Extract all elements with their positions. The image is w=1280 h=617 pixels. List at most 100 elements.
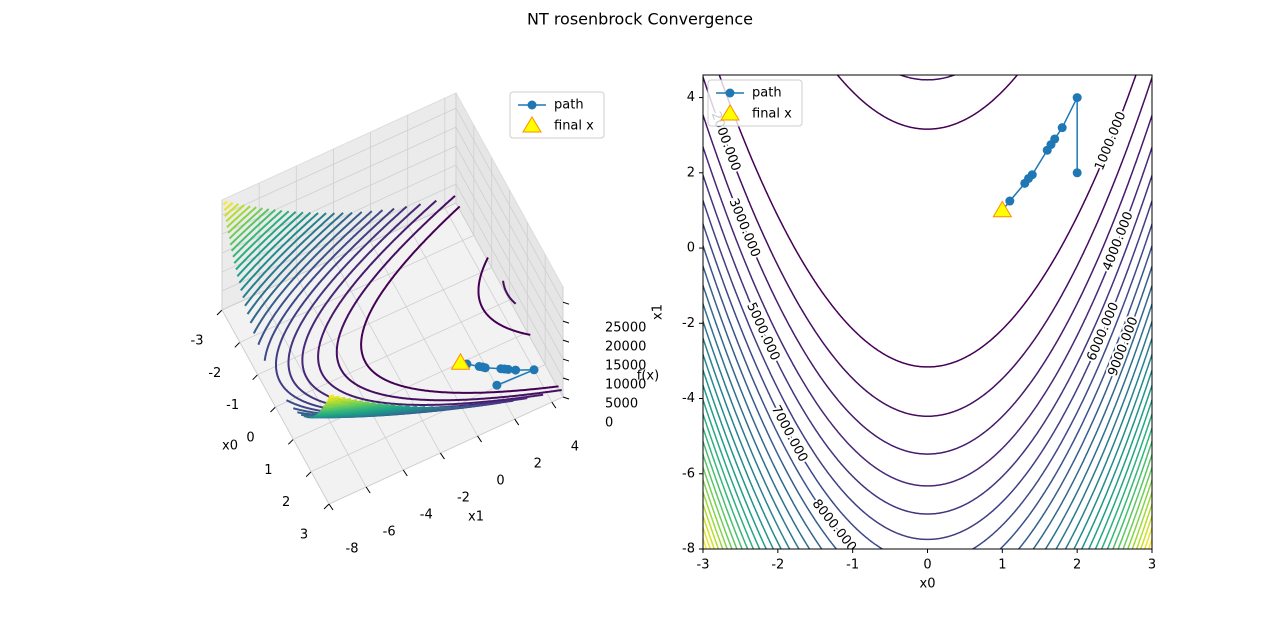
level-curve: [224, 203, 346, 402]
x-tick: [234, 341, 241, 348]
level-curve: [233, 210, 396, 415]
grid-line: [221, 164, 457, 273]
x-tick-label: 3: [1148, 558, 1156, 573]
level-curve: [235, 211, 403, 417]
z-tick: [562, 339, 570, 343]
contour-line: [703, 337, 1152, 549]
grid-line: [455, 183, 564, 379]
y-tick: [440, 452, 445, 460]
x-tick-label: 0: [923, 558, 931, 573]
contour-line: [703, 146, 1152, 487]
legend-marker: [522, 116, 542, 133]
y-tick: [365, 486, 371, 494]
z-tick: [562, 301, 570, 305]
contour-line: [703, 76, 1152, 417]
y-axis-label: x1: [468, 510, 484, 525]
grid-line: [221, 145, 457, 254]
level-curve: [226, 205, 358, 406]
contour-line: [703, 441, 1152, 549]
y-tick-label: 2: [687, 165, 695, 180]
contour-line: [703, 200, 1152, 541]
grid-line: [455, 164, 564, 360]
y-tick-label: -6: [682, 466, 695, 481]
z-tick: [562, 320, 570, 324]
grid-line: [257, 267, 492, 376]
x-tick-label: 0: [246, 431, 254, 446]
z-tick: [562, 396, 570, 400]
y-tick-label: -4: [682, 391, 695, 406]
y-tick: [328, 503, 334, 511]
grid-line: [455, 145, 564, 341]
contour-line: [703, 265, 1152, 549]
path-line: [1001, 97, 1078, 211]
legend-label: final x: [554, 119, 594, 134]
y-tick-label: -4: [420, 508, 433, 523]
path-point: [1042, 145, 1052, 155]
grid-line: [295, 275, 404, 471]
y-tick-label: -8: [682, 542, 695, 557]
z-tick-label: 25000: [605, 321, 646, 336]
grid-line: [275, 299, 510, 408]
y-tick-label: -6: [383, 525, 396, 540]
x-tick: [216, 309, 223, 316]
x-tick-label: 2: [1073, 558, 1081, 573]
x-tick: [323, 503, 330, 510]
y-tick-label: -2: [457, 491, 470, 506]
y-tick-label: 4: [571, 440, 579, 455]
y-tick: [402, 469, 408, 477]
grid-line: [221, 107, 457, 216]
contour-line: [703, 223, 1152, 549]
y-tick: [477, 435, 482, 443]
x-tick-label: -2: [771, 558, 784, 573]
contour-line: [703, 25, 1152, 42]
grid-line: [311, 364, 546, 473]
x-tick: [287, 438, 294, 445]
contour-line: [703, 174, 1152, 515]
path-point: [529, 365, 539, 375]
level-curve: [227, 206, 364, 408]
z-tick: [562, 358, 570, 362]
grid-line: [455, 107, 564, 303]
figure-title: NT rosenbrock Convergence: [527, 10, 753, 29]
z-tick-label: 20000: [605, 340, 646, 355]
contour-line: [898, 75, 957, 81]
y-tick-label: 2: [534, 457, 542, 472]
x-tick-label: -3: [697, 558, 710, 573]
y-tick-label: 4: [687, 90, 695, 105]
level-curve: [335, 195, 562, 402]
z-tick: [562, 377, 570, 381]
final-marker: [992, 200, 1013, 218]
grid-line: [455, 126, 564, 322]
level-curve: [360, 205, 559, 394]
legend-marker: [725, 88, 735, 98]
z-tick-label: 10000: [605, 378, 646, 393]
x-tick: [305, 471, 312, 478]
level-curve: [223, 201, 340, 400]
path-point: [511, 365, 521, 375]
x-tick: [270, 406, 276, 413]
level-curve: [225, 204, 352, 404]
level-curve: [229, 208, 376, 411]
legend-label: path: [554, 98, 584, 113]
grid-line: [221, 202, 457, 311]
x-tick-label: 1: [264, 463, 272, 478]
x-tick: [252, 374, 259, 381]
x-tick-label: 1: [998, 558, 1006, 573]
level-curve: [477, 256, 531, 336]
final-marker: [450, 352, 471, 370]
x-axis-label: x0: [920, 577, 936, 592]
contour-line: [703, 245, 1152, 549]
path-point: [1057, 123, 1067, 133]
grid-line: [333, 258, 441, 454]
x-tick-label: -1: [846, 558, 859, 573]
grid-line: [293, 331, 528, 440]
y-tick-label: 0: [496, 474, 504, 489]
legend-label: path: [752, 86, 782, 101]
path-point: [1072, 168, 1082, 178]
path-point: [1072, 93, 1082, 103]
level-curve: [232, 209, 389, 414]
y-tick-label: -2: [682, 316, 695, 331]
contour-line: [703, 303, 1152, 549]
grid-line: [221, 309, 330, 505]
level-curve: [502, 280, 517, 305]
